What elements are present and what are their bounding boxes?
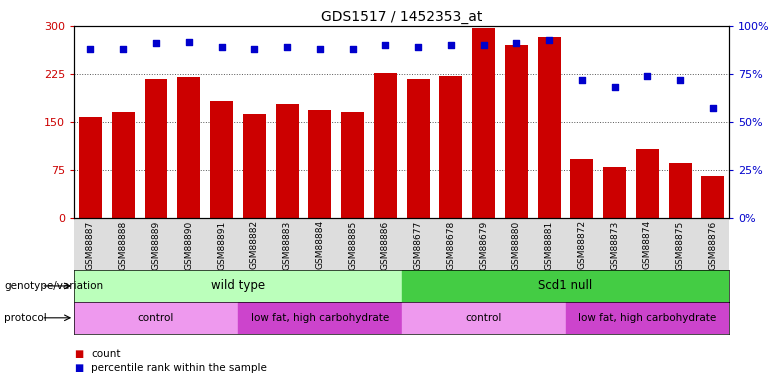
Text: protocol: protocol — [4, 313, 47, 323]
Point — [477, 42, 490, 48]
Bar — [570, 159, 594, 218]
Bar — [603, 167, 626, 217]
Bar — [537, 37, 561, 218]
Bar — [210, 101, 233, 217]
Point — [150, 40, 162, 46]
Text: percentile rank within the sample: percentile rank within the sample — [91, 363, 267, 373]
Title: GDS1517 / 1452353_at: GDS1517 / 1452353_at — [321, 10, 482, 24]
Text: low fat, high carbohydrate: low fat, high carbohydrate — [250, 313, 389, 323]
Point — [248, 46, 261, 52]
Text: Scd1 null: Scd1 null — [538, 279, 593, 292]
Point — [412, 44, 424, 50]
Bar — [112, 112, 135, 218]
Point — [379, 42, 392, 48]
Bar — [439, 76, 463, 217]
Bar — [243, 114, 266, 218]
Point — [608, 84, 621, 90]
Bar — [668, 164, 692, 218]
Bar — [505, 45, 528, 218]
Text: ■: ■ — [74, 350, 83, 359]
Bar — [472, 27, 495, 218]
Point — [117, 46, 129, 52]
Point — [346, 46, 359, 52]
Bar — [701, 176, 725, 218]
Bar — [177, 77, 200, 218]
Text: ■: ■ — [74, 363, 83, 373]
Bar — [238, 302, 402, 334]
Point — [183, 39, 195, 45]
Point — [543, 37, 555, 43]
Bar — [636, 148, 659, 217]
Bar — [74, 270, 402, 302]
Bar — [402, 302, 566, 334]
Point — [674, 77, 686, 83]
Bar — [275, 104, 299, 218]
Point — [445, 42, 457, 48]
Bar — [566, 302, 729, 334]
Point — [576, 77, 588, 83]
Text: genotype/variation: genotype/variation — [4, 281, 103, 291]
Bar — [79, 117, 102, 218]
Text: wild type: wild type — [211, 279, 265, 292]
Bar — [308, 110, 332, 218]
Text: low fat, high carbohydrate: low fat, high carbohydrate — [578, 313, 717, 323]
Point — [215, 44, 228, 50]
Point — [641, 73, 654, 79]
Text: control: control — [138, 313, 174, 323]
Bar — [402, 270, 729, 302]
Point — [510, 40, 523, 46]
Bar — [74, 302, 238, 334]
Text: control: control — [466, 313, 502, 323]
Bar — [374, 74, 397, 217]
Point — [314, 46, 326, 52]
Bar — [144, 78, 168, 218]
Point — [707, 105, 719, 111]
Bar — [406, 78, 430, 218]
Point — [281, 44, 293, 50]
Bar — [341, 112, 364, 218]
Point — [84, 46, 97, 52]
Text: count: count — [91, 350, 121, 359]
